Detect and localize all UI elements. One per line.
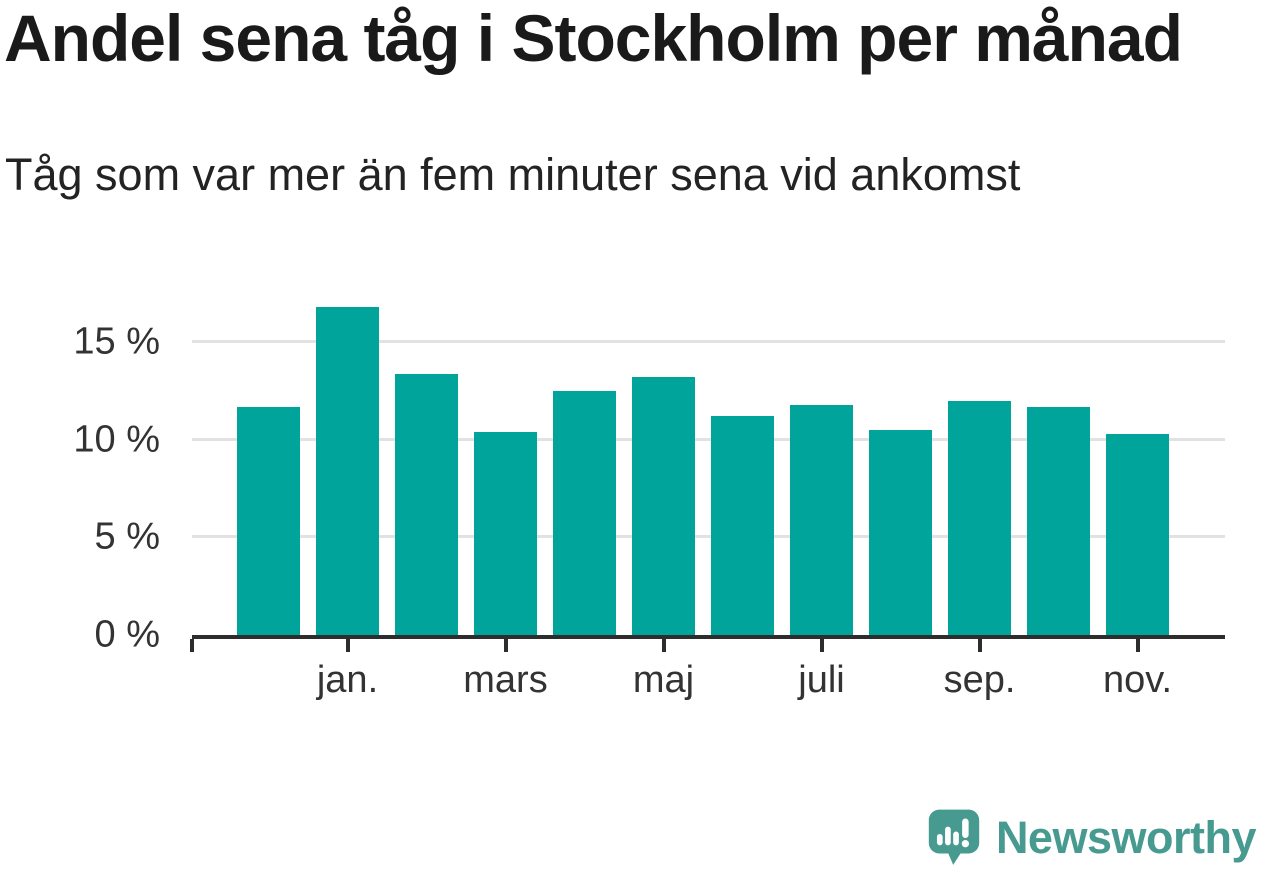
plot-area: jan. mars maj juli sep. nov.	[190, 290, 1225, 701]
bar-jan.	[316, 307, 379, 635]
bar-mars	[474, 432, 537, 635]
bar-juli	[790, 404, 853, 635]
x-tick-label: sep.	[943, 659, 1016, 701]
bar-okt.	[1027, 406, 1090, 635]
y-axis-labels: 0 % 5 % 10 % 15 %	[0, 290, 160, 656]
x-axis-tick-nov.	[1135, 639, 1140, 652]
chart-title: Andel sena tåg i Stockholm per månad	[4, 1, 1183, 75]
x-tick-label: jan.	[316, 659, 379, 701]
bar-juni	[711, 416, 774, 635]
bar-maj	[632, 377, 695, 635]
bar-dec.	[237, 406, 300, 635]
newsworthy-logo: Newsworthy	[928, 803, 1257, 873]
gridline-15	[192, 340, 1225, 344]
x-axis-tick-juli	[819, 639, 824, 652]
x-tick-label: maj	[632, 659, 695, 701]
x-tick-label: mars	[463, 659, 548, 701]
bar-sep.	[948, 400, 1011, 635]
x-axis-tick-maj	[661, 639, 666, 652]
y-tick-label: 15 %	[73, 320, 160, 363]
bar-nov.	[1106, 434, 1169, 635]
chart-subtitle: Tåg som var mer än fem minuter sena vid …	[5, 149, 1021, 200]
y-tick-label: 0 %	[94, 613, 160, 656]
x-axis-start-tick	[190, 639, 194, 652]
newsworthy-logo-text: Newsworthy	[995, 812, 1257, 863]
x-tick-label: nov.	[1102, 659, 1173, 701]
newsworthy-bubble-barchart-icon	[928, 809, 980, 865]
x-axis-tick-jan.	[345, 639, 350, 652]
x-axis-tick-mars	[503, 639, 508, 652]
y-tick-label: 10 %	[73, 418, 160, 461]
y-tick-label: 5 %	[94, 515, 160, 558]
bar-apr.	[553, 391, 616, 635]
bar-feb.	[395, 373, 458, 635]
gridline-5	[192, 535, 1225, 539]
bar-aug.	[869, 430, 932, 635]
x-tick-label: juli	[798, 659, 845, 701]
x-axis-tick-sep.	[977, 639, 982, 652]
gridline-10	[192, 437, 1225, 441]
